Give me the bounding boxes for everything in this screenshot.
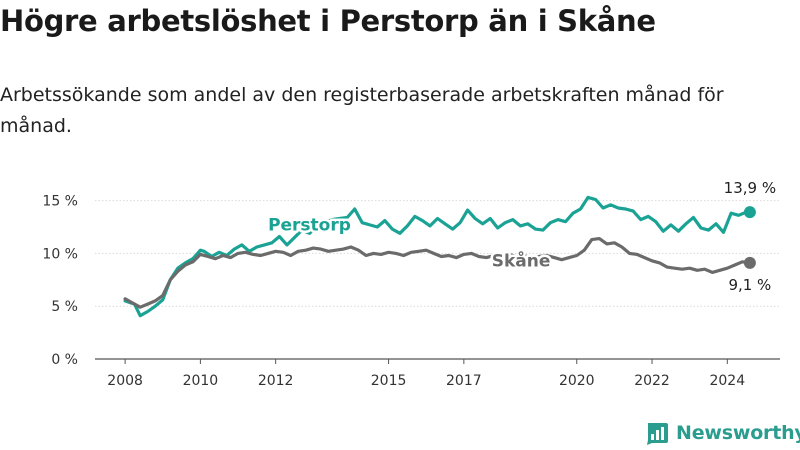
x-tick-label: 2010: [183, 373, 219, 389]
y-tick-label: 0 %: [51, 352, 78, 368]
series-end-value-label: 9,1 %: [728, 276, 771, 294]
y-axis: 0 % 5 % 10 % 15 %: [42, 194, 78, 368]
series-line-skane: [123, 237, 752, 309]
y-tick-label: 15 %: [42, 194, 78, 210]
grid: [95, 200, 780, 360]
x-tick-label: 2024: [709, 373, 745, 389]
newsworthy-chart-icon: [647, 423, 668, 445]
series-end-value-label: 13,9 %: [724, 179, 776, 197]
x-tick-label: 2012: [258, 373, 294, 389]
series-end-point: [743, 206, 756, 219]
chart-title: Högre arbetslöshet i Perstorp än i Skåne: [0, 4, 656, 38]
x-tick-label: 2008: [107, 373, 143, 389]
x-tick-label: 2022: [634, 373, 670, 389]
series-name-label: Perstorp: [268, 216, 351, 236]
series-name-label: Skåne: [492, 250, 551, 272]
series-name-halo: Skåne: [492, 250, 551, 272]
x-tick-label: 2020: [559, 373, 595, 389]
x-tick-label: 2015: [371, 373, 407, 389]
chart-subtitle: Arbetssökande som andel av den registerb…: [0, 84, 724, 137]
x-tick-label: 2017: [446, 373, 482, 389]
series-layer: [123, 195, 756, 318]
series-name-halo: Perstorp: [268, 216, 351, 236]
x-axis: 2008 2010 2012 2015 2017 2020 2022 2024: [107, 359, 745, 389]
y-tick-label: 5 %: [51, 299, 78, 315]
y-tick-label: 10 %: [42, 246, 78, 262]
series-end-point: [743, 256, 756, 269]
brand-name: Newsworthy: [676, 422, 800, 444]
newsworthy-logo[interactable]: Newsworthy: [645, 419, 800, 447]
